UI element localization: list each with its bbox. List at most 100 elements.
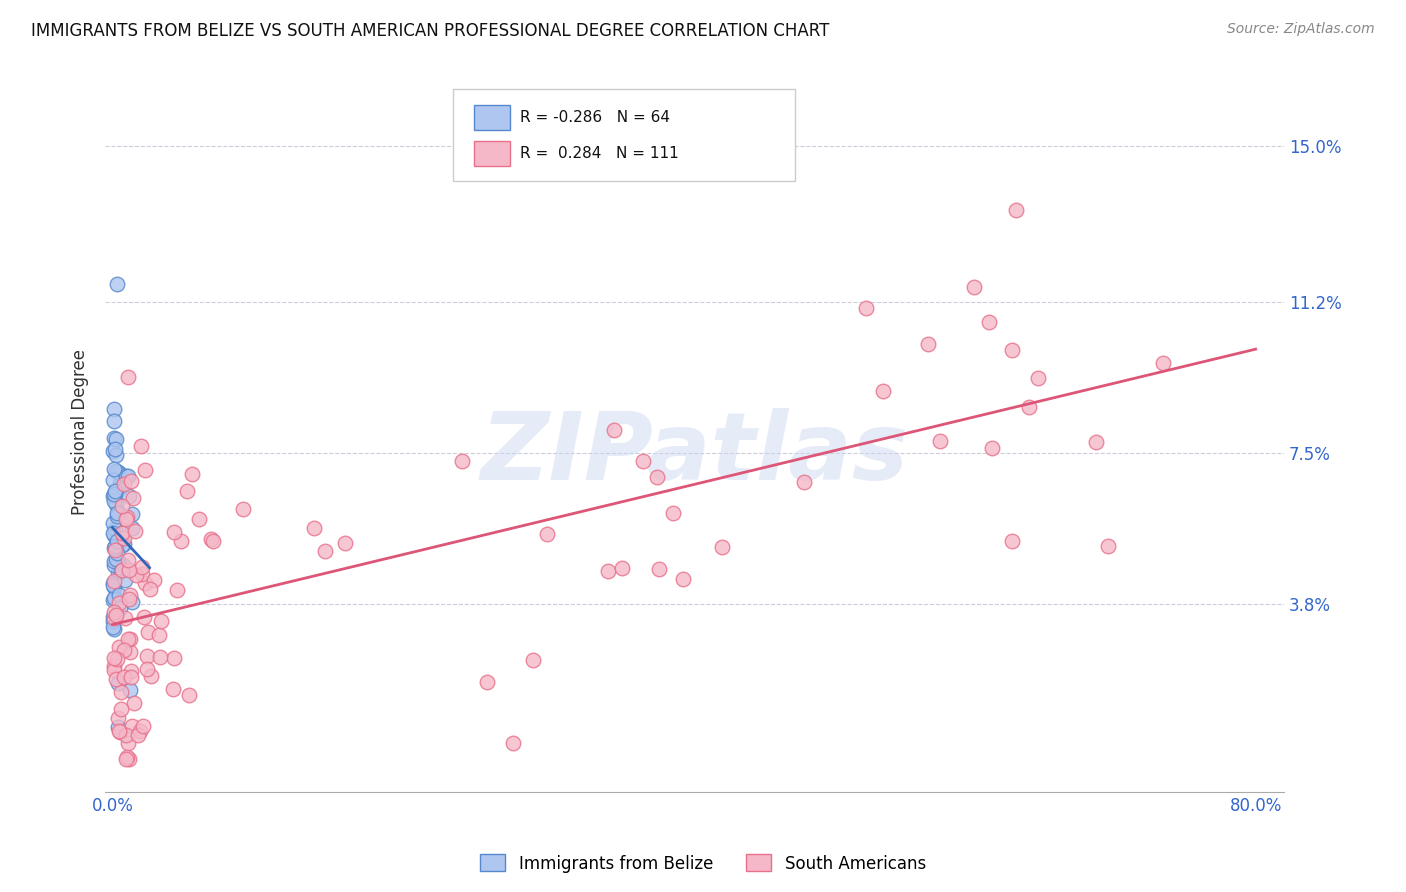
Point (1001, 343, 1024, 358)
Point (115, 512, 138, 526)
Point (103, 554, 125, 568)
Point (131, 567, 153, 582)
Text: R = -0.286   N = 64: R = -0.286 N = 64 (520, 110, 671, 125)
Bar (474, 141, 509, 167)
Point (648, 561, 671, 575)
Point (105, 508, 128, 523)
Point (129, 723, 152, 738)
Point (333, 536, 356, 550)
Point (115, 510, 138, 524)
Point (104, 522, 127, 536)
Point (451, 454, 474, 468)
Point (107, 277, 129, 292)
Point (917, 336, 939, 351)
Point (104, 464, 127, 478)
Point (118, 682, 141, 697)
Point (522, 652, 544, 666)
Point (101, 593, 124, 607)
Point (121, 474, 143, 488)
Point (101, 614, 124, 628)
Point (103, 487, 125, 501)
Point (115, 752, 138, 766)
Point (136, 648, 159, 663)
Point (104, 483, 127, 498)
Point (598, 564, 620, 578)
Point (103, 605, 125, 619)
Point (124, 524, 146, 538)
Point (136, 662, 159, 676)
Point (110, 479, 132, 493)
Point (129, 439, 152, 453)
Point (1026, 371, 1049, 385)
Point (163, 525, 186, 540)
Point (132, 719, 155, 733)
Point (103, 527, 125, 541)
Point (163, 650, 186, 665)
Point (103, 622, 125, 636)
Point (107, 675, 129, 690)
Point (1005, 202, 1028, 217)
Point (672, 572, 695, 586)
Point (121, 718, 143, 732)
Point (105, 507, 128, 521)
Point (103, 462, 125, 476)
Point (112, 477, 135, 491)
Point (143, 574, 166, 588)
Point (103, 541, 125, 556)
Point (162, 681, 184, 696)
Point (117, 468, 139, 483)
Point (103, 401, 125, 416)
FancyBboxPatch shape (453, 89, 794, 181)
Point (166, 582, 188, 597)
Point (105, 552, 128, 566)
Point (103, 664, 125, 678)
Point (1084, 434, 1107, 449)
Point (661, 506, 683, 520)
Point (111, 558, 134, 572)
Point (108, 588, 131, 602)
Point (101, 473, 124, 487)
Point (105, 534, 128, 549)
Point (110, 564, 132, 578)
Point (105, 497, 128, 511)
Point (117, 737, 139, 751)
Point (134, 609, 156, 624)
Point (872, 384, 894, 398)
Point (110, 685, 132, 699)
Point (104, 591, 127, 605)
Point (1097, 540, 1119, 554)
Point (118, 489, 141, 503)
Point (121, 491, 143, 505)
Point (103, 609, 125, 624)
Point (108, 467, 131, 481)
Point (114, 611, 136, 625)
Point (108, 476, 131, 491)
Point (710, 540, 733, 554)
Point (477, 675, 499, 690)
Point (103, 651, 125, 665)
Point (101, 577, 124, 591)
Text: Source: ZipAtlas.com: Source: ZipAtlas.com (1227, 22, 1375, 37)
Point (115, 727, 138, 741)
Point (200, 533, 222, 547)
Point (118, 563, 141, 577)
Point (107, 506, 129, 520)
Text: ZIPatlas: ZIPatlas (481, 408, 908, 500)
Point (633, 454, 655, 468)
Text: IMMIGRANTS FROM BELIZE VS SOUTH AMERICAN PROFESSIONAL DEGREE CORRELATION CHART: IMMIGRANTS FROM BELIZE VS SOUTH AMERICAN… (31, 22, 830, 40)
Point (120, 589, 142, 603)
Point (103, 516, 125, 530)
Point (107, 640, 129, 654)
Point (187, 512, 209, 526)
Point (181, 467, 204, 481)
Point (103, 658, 125, 673)
Point (101, 444, 124, 458)
Point (201, 533, 224, 548)
Point (610, 561, 633, 575)
Point (1152, 356, 1174, 370)
Point (125, 568, 148, 582)
Point (117, 553, 139, 567)
Point (103, 431, 125, 445)
Point (108, 724, 131, 739)
Point (118, 752, 141, 766)
